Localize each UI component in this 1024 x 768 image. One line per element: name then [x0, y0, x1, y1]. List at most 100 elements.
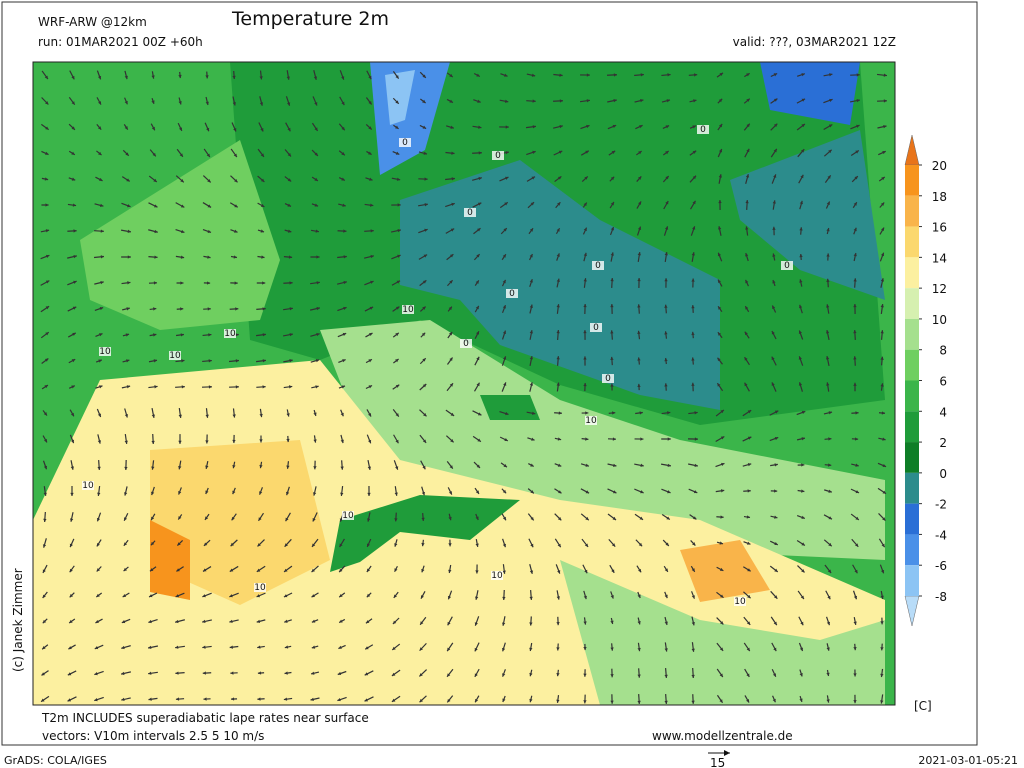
- wind-arrowhead: [178, 491, 182, 495]
- wind-arrowhead: [585, 437, 589, 441]
- wind-arrowhead: [477, 202, 482, 206]
- wind-arrowhead: [341, 101, 345, 106]
- wind-arrowhead: [583, 595, 587, 600]
- wind-arrowhead: [72, 332, 76, 336]
- contour-label: 0: [700, 125, 706, 135]
- wind-arrowhead: [70, 412, 74, 417]
- wind-arrowhead: [100, 280, 104, 285]
- wind-arrowhead: [338, 645, 342, 649]
- contour-label-bg: [506, 289, 518, 298]
- colorbar-tick-label: 4: [939, 405, 947, 419]
- wind-arrowhead: [529, 622, 533, 626]
- wind-arrowhead: [45, 203, 49, 207]
- wind-arrowhead: [422, 280, 427, 284]
- map-area: 0 0 0 0 0 0 0 0 0 0 10 10 10 10 10 10 10 10 10 10: [33, 62, 895, 705]
- wind-arrowhead: [284, 671, 288, 675]
- wind-arrowhead: [531, 73, 536, 77]
- wind-arrowhead: [339, 568, 343, 573]
- wind-arrowhead: [421, 517, 425, 521]
- colorbar-unit: [C]: [914, 699, 932, 713]
- wind-arrowhead: [366, 568, 371, 572]
- wind-arrowhead: [530, 543, 534, 548]
- field: [330, 495, 520, 572]
- wind-arrowhead: [637, 304, 641, 308]
- wind-arrowhead: [692, 542, 696, 546]
- wind-arrowhead: [610, 674, 614, 678]
- wind-arrowhead: [826, 382, 830, 386]
- wind-arrowhead: [154, 255, 158, 259]
- wind-arrowhead: [424, 228, 428, 232]
- wind-arrowhead: [826, 621, 831, 626]
- contour-label-bg: [697, 125, 709, 134]
- wind-arrowhead: [257, 543, 261, 547]
- wind-arrowhead: [205, 101, 209, 106]
- wind-arrowhead: [96, 593, 100, 598]
- wind-arrowhead: [287, 127, 291, 132]
- contour-label-bg: [602, 374, 614, 383]
- wind-arrowhead: [72, 306, 77, 310]
- wind-arrowhead: [397, 254, 401, 258]
- contour-label: 10: [82, 481, 94, 491]
- wind-arrowhead: [801, 73, 805, 77]
- wind-arrowhead: [800, 174, 804, 179]
- wind-arrowhead: [284, 543, 288, 547]
- wind-arrowhead: [311, 568, 315, 573]
- wind-arrowhead: [365, 620, 370, 624]
- wind-arrowhead: [800, 621, 804, 626]
- wind-arrowhead: [531, 176, 535, 180]
- wind-arrowhead: [337, 697, 341, 702]
- wind-arrowhead: [151, 126, 155, 131]
- wind-arrowhead: [368, 75, 372, 80]
- wind-arrowhead: [176, 568, 180, 572]
- wind-arrowhead: [530, 490, 534, 494]
- wind-arrowhead: [43, 465, 48, 470]
- wind-arrowhead: [366, 543, 371, 547]
- wind-arrowhead: [449, 73, 453, 78]
- wind-arrowhead: [206, 281, 211, 285]
- contour-label: 10: [99, 347, 111, 357]
- wind-arrowhead: [208, 333, 212, 337]
- wind-arrowhead: [532, 99, 536, 103]
- wind-arrowhead: [397, 228, 401, 233]
- wind-arrowhead: [556, 647, 560, 651]
- wind-arrowhead: [771, 356, 775, 361]
- wind-arrowhead: [260, 153, 264, 157]
- wind-arrowhead: [256, 568, 261, 572]
- wind-arrowhead: [45, 126, 49, 130]
- wind-arrowhead: [394, 568, 398, 572]
- wind-arrowhead: [799, 304, 803, 309]
- colorbar-tick-label: 6: [939, 375, 947, 389]
- wind-arrowhead: [232, 464, 236, 469]
- wind-arrowhead: [746, 621, 751, 625]
- wind-arrowhead: [97, 466, 101, 470]
- wind-arrowhead: [311, 645, 316, 649]
- wind-arrowhead: [311, 671, 315, 675]
- wind-arrowhead: [637, 594, 641, 598]
- wind-arrowhead: [558, 411, 562, 415]
- wind-arrowhead: [284, 645, 289, 649]
- wind-arrowhead: [774, 568, 778, 572]
- wind-arrowhead: [260, 203, 265, 207]
- wind-arrowhead: [828, 516, 832, 520]
- wind-arrowhead: [694, 463, 698, 468]
- wind-arrowhead: [45, 332, 49, 336]
- wind-arrowhead: [123, 542, 128, 546]
- colorbar-segment: [905, 165, 919, 196]
- contour-label: 0: [495, 151, 501, 161]
- wind-arrowhead: [289, 281, 293, 285]
- wind-arrowhead: [233, 153, 237, 158]
- wind-arrowhead: [665, 125, 670, 129]
- wind-arrowhead: [203, 542, 208, 546]
- wind-arrowhead: [504, 99, 509, 103]
- wind-arrowhead: [370, 254, 374, 259]
- wind-arrowhead: [71, 177, 76, 181]
- wind-arrowhead: [746, 123, 750, 128]
- wind-arrowhead: [772, 200, 776, 204]
- wind-arrowhead: [71, 101, 75, 105]
- wind-arrowhead: [151, 516, 155, 521]
- wind-arrowhead: [121, 671, 125, 676]
- wind-arrowhead: [503, 382, 507, 386]
- wind-arrowhead: [124, 440, 128, 444]
- wind-arrowhead: [721, 462, 725, 467]
- wind-arrowhead: [259, 76, 263, 80]
